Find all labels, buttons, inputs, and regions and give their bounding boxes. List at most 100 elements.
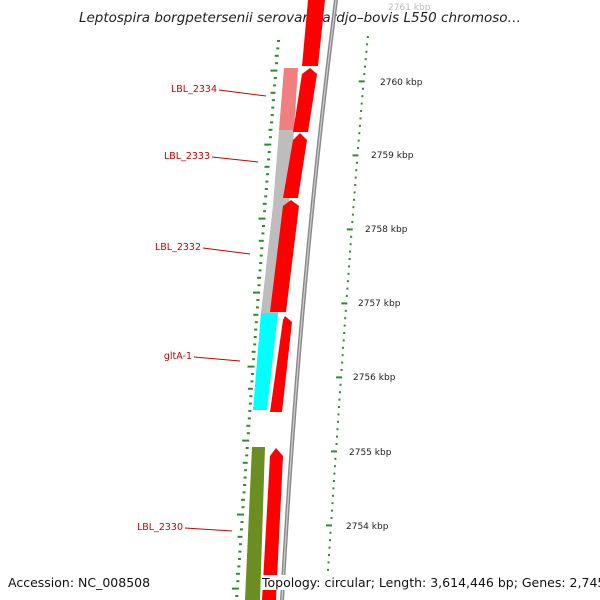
scale-minor-tick <box>352 206 355 209</box>
gc-tick <box>246 424 251 427</box>
scale-minor-tick <box>340 369 343 371</box>
scale-major-tick <box>346 228 353 231</box>
gc-tick <box>247 387 253 390</box>
feature-lbl2330[interactable] <box>245 447 265 600</box>
scale-minor-tick <box>328 554 330 556</box>
gc-tick <box>264 188 268 190</box>
scale-minor-tick <box>331 509 333 512</box>
gc-tick <box>261 232 265 235</box>
gc-tick <box>251 350 256 353</box>
gc-tick <box>253 343 257 346</box>
gc-tick <box>249 395 253 398</box>
cds-arrow-2[interactable] <box>293 68 317 132</box>
scale-minor-tick <box>355 169 358 172</box>
scale-minor-tick <box>329 531 332 534</box>
cds-arrow-6[interactable] <box>262 448 283 600</box>
scale-minor-tick <box>327 568 329 571</box>
gene-label[interactable]: gltA-1 <box>163 351 192 362</box>
scale-label: 2758 kbp <box>365 225 408 235</box>
scale-minor-tick <box>339 383 342 386</box>
gc-tick <box>253 313 259 316</box>
scale-minor-tick <box>343 324 346 327</box>
gc-tick <box>266 173 269 176</box>
scale-major-tick <box>326 524 332 527</box>
cds-arrow-4[interactable] <box>270 200 299 312</box>
gc-skew-ticks <box>231 40 280 597</box>
gc-tick <box>258 269 262 272</box>
scale-minor-tick <box>364 65 366 68</box>
gc-tick <box>257 284 261 287</box>
gc-tick <box>242 439 250 442</box>
scale-minor-tick <box>351 213 354 216</box>
gc-tick <box>254 321 258 324</box>
scale-minor-tick <box>365 50 368 53</box>
gc-tick <box>247 417 251 420</box>
gc-tick <box>251 373 254 375</box>
cds-track <box>262 0 325 600</box>
scale-minor-tick <box>360 110 363 112</box>
gene-label[interactable]: LBL_2334 <box>170 84 217 95</box>
scale-minor-tick <box>360 102 363 105</box>
scale-minor-tick <box>332 480 335 482</box>
gc-tick <box>273 77 277 79</box>
scale-minor-tick <box>331 502 334 505</box>
gene-leader-line <box>218 89 267 97</box>
gc-tick <box>258 239 264 242</box>
scale-minor-tick <box>345 295 348 297</box>
scale-minor-tick <box>337 420 339 423</box>
gc-tick <box>241 498 245 501</box>
gene-leader-line <box>184 527 233 532</box>
gc-tick <box>237 565 241 568</box>
scale-minor-tick <box>339 391 341 394</box>
scale-minor-tick <box>364 58 367 61</box>
feature-gltA-1[interactable] <box>253 313 278 410</box>
scale-minor-tick <box>330 517 333 519</box>
gene-leader-line <box>211 156 259 163</box>
accession-text: Accession: NC_008508 <box>8 575 151 590</box>
gc-tick <box>241 506 245 509</box>
gene-label[interactable]: LBL_2333 <box>163 151 210 162</box>
gc-tick <box>259 262 263 264</box>
cds-arrow-1[interactable] <box>302 0 325 66</box>
gc-tick <box>258 217 266 220</box>
scale-minor-tick <box>357 147 360 149</box>
gc-tick <box>270 69 278 72</box>
scale-minor-tick <box>341 354 344 357</box>
scale-minor-tick <box>341 361 344 364</box>
scale-minor-tick <box>333 472 336 475</box>
gc-tick <box>248 402 252 405</box>
scale-label: 2761 kbp <box>388 3 431 13</box>
scale-minor-tick <box>363 73 366 75</box>
cds-arrow-3[interactable] <box>283 133 307 198</box>
gc-tick <box>237 558 241 560</box>
gc-tick <box>248 410 252 412</box>
scale-major-tick <box>358 80 365 83</box>
scale-label: 2755 kbp <box>349 448 392 458</box>
gene-leader-line <box>193 356 241 362</box>
gc-tick <box>275 62 278 65</box>
gene-label[interactable]: LBL_2330 <box>136 522 183 533</box>
gc-tick <box>276 47 280 50</box>
scale-major-tick <box>341 302 348 305</box>
feature-lbl2334[interactable] <box>279 68 298 130</box>
gc-tick <box>240 521 244 523</box>
scale-minor-tick <box>351 221 354 223</box>
gc-tick <box>270 114 274 116</box>
scale-minor-tick <box>350 235 353 238</box>
gene-label[interactable]: LBL_2332 <box>154 242 201 253</box>
scale-minor-tick <box>329 539 331 542</box>
scale-minor-tick <box>332 487 335 490</box>
cds-arrow-5[interactable] <box>270 316 292 412</box>
scale-minor-tick <box>366 43 369 46</box>
gc-tick <box>238 550 242 553</box>
scale-minor-tick <box>353 198 355 201</box>
gc-tick <box>250 380 254 383</box>
gc-tick <box>247 365 255 368</box>
scale-minor-tick <box>332 494 334 497</box>
gc-tick <box>231 587 239 590</box>
gc-tick <box>271 99 275 102</box>
scale-minor-tick <box>342 339 345 342</box>
gc-tick <box>256 299 260 301</box>
gc-tick <box>259 254 263 257</box>
topology-text: Topology: circular; Length: 3,614,446 bp… <box>262 575 600 590</box>
